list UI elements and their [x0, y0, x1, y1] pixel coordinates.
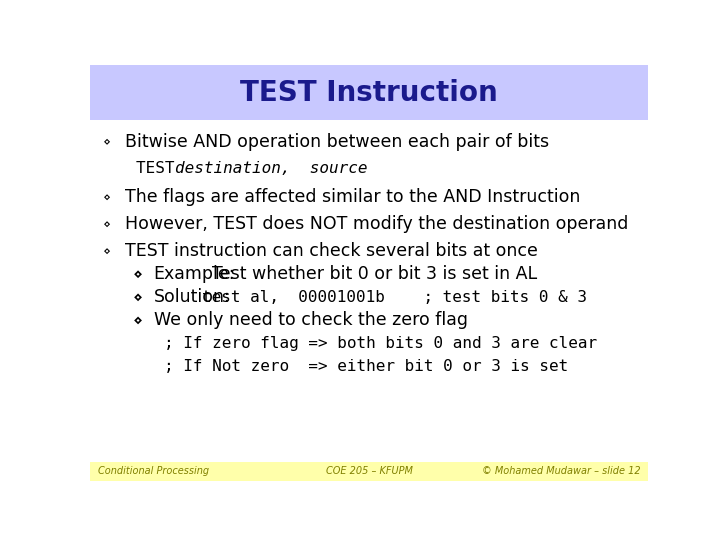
Text: test al,  00001001b    ; test bits 0 & 3: test al, 00001001b ; test bits 0 & 3 — [202, 290, 587, 305]
Polygon shape — [135, 295, 141, 300]
Polygon shape — [104, 221, 110, 227]
Text: However, TEST does NOT modify the destination operand: However, TEST does NOT modify the destin… — [125, 215, 629, 233]
Text: TEST Instruction: TEST Instruction — [240, 78, 498, 106]
Text: Conditional Processing: Conditional Processing — [98, 467, 209, 476]
Text: COE 205 – KFUPM: COE 205 – KFUPM — [325, 467, 413, 476]
Text: ; If Not zero  => either bit 0 or 3 is set: ; If Not zero => either bit 0 or 3 is se… — [163, 359, 568, 374]
Text: Example:: Example: — [153, 265, 235, 284]
Polygon shape — [106, 140, 109, 143]
Text: TEST: TEST — [137, 161, 194, 176]
Polygon shape — [106, 222, 109, 226]
Text: destination,  source: destination, source — [175, 161, 368, 176]
Polygon shape — [106, 249, 109, 253]
Polygon shape — [104, 139, 110, 145]
Polygon shape — [104, 248, 110, 254]
Text: We only need to check the zero flag: We only need to check the zero flag — [153, 312, 467, 329]
Text: Test whether bit 0 or bit 3 is set in AL: Test whether bit 0 or bit 3 is set in AL — [212, 265, 537, 284]
Text: The flags are affected similar to the AND Instruction: The flags are affected similar to the AN… — [125, 188, 580, 206]
FancyBboxPatch shape — [90, 462, 648, 481]
Polygon shape — [135, 272, 141, 277]
Polygon shape — [104, 194, 110, 200]
Text: ; If zero flag => both bits 0 and 3 are clear: ; If zero flag => both bits 0 and 3 are … — [163, 336, 597, 351]
Text: Bitwise AND operation between each pair of bits: Bitwise AND operation between each pair … — [125, 133, 549, 151]
Polygon shape — [135, 318, 141, 323]
Text: Solution:: Solution: — [153, 288, 230, 306]
Text: © Mohamed Mudawar – slide 12: © Mohamed Mudawar – slide 12 — [482, 467, 640, 476]
FancyBboxPatch shape — [90, 65, 648, 120]
Polygon shape — [106, 196, 109, 199]
Text: TEST instruction can check several bits at once: TEST instruction can check several bits … — [125, 242, 538, 260]
